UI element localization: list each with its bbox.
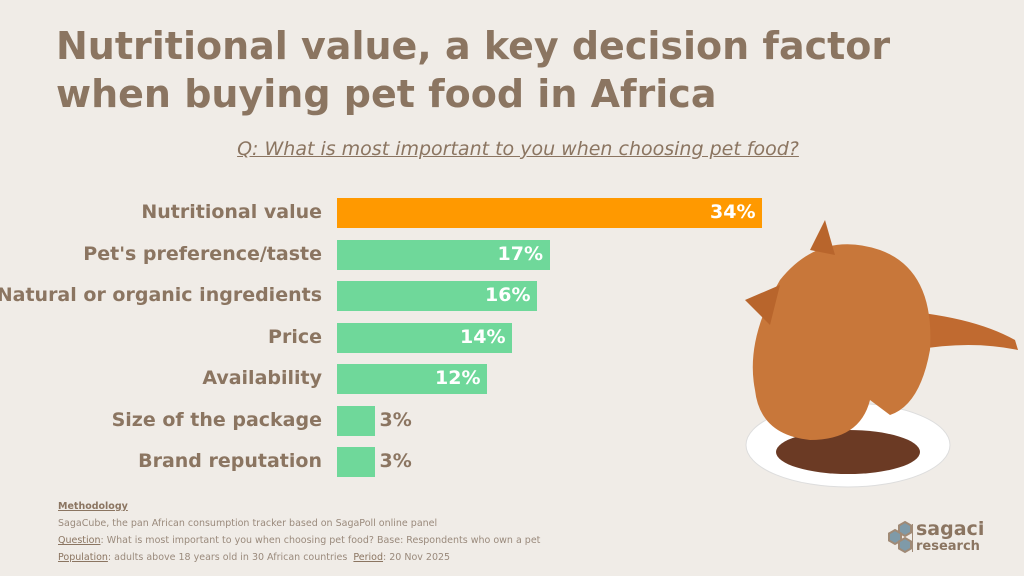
category-label: Pet's preference/taste: [83, 242, 322, 265]
question-label: Question: [58, 535, 101, 546]
category-label: Nutritional value: [141, 201, 322, 223]
logo-text-sagaci: sagaci: [916, 518, 985, 540]
methodology-heading: Methodology: [58, 501, 128, 512]
question-text: : What is most important to you when cho…: [100, 535, 541, 546]
logo-text-research: research: [916, 539, 980, 554]
cat-photo: [745, 220, 1018, 488]
population-text: : adults above 18 years old in 30 Africa…: [107, 552, 354, 563]
bar: [337, 322, 512, 353]
category-label: Natural or organic ingredients: [0, 284, 322, 306]
methodology-line: SagaCube, the pan African consumption tr…: [58, 518, 438, 529]
data-label: 14%: [460, 325, 506, 348]
category-label: Size of the package: [111, 408, 322, 431]
bar: [337, 198, 762, 228]
data-label: 34%: [710, 201, 756, 223]
data-label: 3%: [379, 408, 412, 431]
category-label: Availability: [202, 367, 322, 389]
data-label: 16%: [485, 284, 531, 306]
bar: [337, 281, 537, 311]
hexagon-logo-icon: [888, 520, 912, 554]
data-label: 17%: [497, 242, 543, 265]
bar: [337, 364, 487, 394]
data-label: 12%: [435, 367, 481, 389]
period-label: Period: [353, 552, 384, 563]
bar: [337, 239, 550, 270]
bar: [337, 405, 375, 436]
category-label: Brand reputation: [138, 450, 322, 472]
methodology-notes: Methodology SagaCube, the pan African co…: [58, 498, 540, 566]
category-label: Price: [268, 325, 322, 348]
bar-chart: Nutritional value 34% Pet's preference/tas…: [0, 190, 1024, 490]
bar: [337, 447, 375, 477]
data-label: 3%: [379, 450, 412, 472]
population-label: Population: [58, 552, 108, 563]
page-title: Nutritional value, a key decision factor…: [56, 24, 891, 116]
period-text: : 20 Nov 2025: [383, 552, 451, 563]
survey-question: Q: What is most important to you when ch…: [237, 138, 799, 160]
